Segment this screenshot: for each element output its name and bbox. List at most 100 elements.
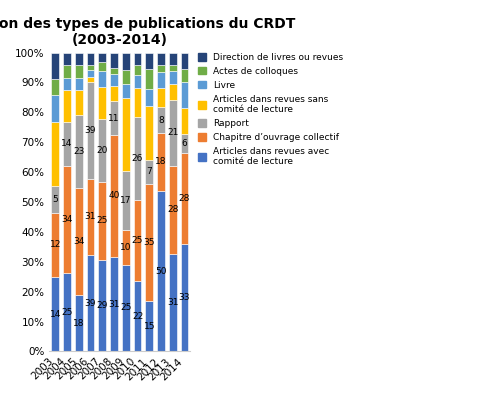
Bar bbox=[122, 52, 130, 70]
Bar bbox=[87, 70, 94, 77]
Text: 22: 22 bbox=[132, 312, 143, 320]
Text: 28: 28 bbox=[179, 194, 190, 203]
Text: 25: 25 bbox=[120, 303, 132, 312]
Bar bbox=[87, 179, 94, 255]
Bar bbox=[146, 160, 153, 183]
Bar bbox=[169, 84, 176, 100]
Bar bbox=[169, 166, 176, 254]
Bar bbox=[134, 88, 141, 117]
Text: 31: 31 bbox=[85, 212, 96, 221]
Text: 39: 39 bbox=[85, 299, 96, 308]
Bar bbox=[63, 166, 71, 273]
Bar bbox=[51, 122, 59, 186]
Bar bbox=[110, 135, 118, 257]
Bar bbox=[134, 200, 141, 281]
Bar bbox=[122, 98, 130, 171]
Bar bbox=[169, 65, 176, 71]
Bar bbox=[157, 72, 165, 88]
Bar bbox=[51, 277, 59, 351]
Bar bbox=[75, 90, 83, 116]
Bar bbox=[75, 295, 83, 351]
Bar bbox=[98, 181, 106, 260]
Bar bbox=[110, 86, 118, 101]
Bar bbox=[87, 255, 94, 351]
Text: 31: 31 bbox=[108, 300, 120, 308]
Text: 10: 10 bbox=[120, 243, 132, 252]
Bar bbox=[157, 88, 165, 107]
Bar bbox=[51, 52, 59, 79]
Bar bbox=[98, 260, 106, 351]
Bar bbox=[134, 117, 141, 200]
Bar bbox=[134, 281, 141, 351]
Bar bbox=[180, 134, 188, 153]
Text: 5: 5 bbox=[52, 195, 58, 204]
Bar bbox=[87, 82, 94, 179]
Bar bbox=[98, 119, 106, 181]
Bar bbox=[157, 107, 165, 133]
Bar bbox=[180, 153, 188, 244]
Bar bbox=[51, 79, 59, 95]
Bar bbox=[122, 230, 130, 264]
Bar bbox=[134, 75, 141, 88]
Bar bbox=[63, 273, 71, 351]
Bar bbox=[146, 106, 153, 160]
Bar bbox=[122, 264, 130, 351]
Text: 33: 33 bbox=[179, 293, 190, 302]
Text: 6: 6 bbox=[181, 139, 187, 148]
Text: 25: 25 bbox=[61, 308, 73, 316]
Text: 8: 8 bbox=[158, 116, 164, 125]
Bar bbox=[146, 52, 153, 69]
Bar bbox=[134, 52, 141, 66]
Bar bbox=[110, 257, 118, 351]
Title: Évolution des types de publications du CRDT
(2003-2014): Évolution des types de publications du C… bbox=[0, 15, 295, 47]
Bar bbox=[98, 87, 106, 119]
Text: 28: 28 bbox=[167, 205, 178, 214]
Text: 40: 40 bbox=[108, 191, 119, 200]
Bar bbox=[98, 71, 106, 87]
Text: 20: 20 bbox=[97, 146, 108, 154]
Bar bbox=[63, 90, 71, 122]
Text: 34: 34 bbox=[73, 237, 85, 246]
Bar bbox=[169, 100, 176, 166]
Bar bbox=[63, 122, 71, 166]
Bar bbox=[157, 133, 165, 191]
Text: 18: 18 bbox=[155, 157, 167, 166]
Bar bbox=[180, 52, 188, 69]
Text: 15: 15 bbox=[144, 322, 155, 331]
Text: 23: 23 bbox=[73, 147, 85, 156]
Bar bbox=[122, 84, 130, 98]
Text: 50: 50 bbox=[155, 266, 167, 276]
Bar bbox=[146, 301, 153, 351]
Text: 21: 21 bbox=[167, 128, 178, 137]
Text: 35: 35 bbox=[144, 238, 155, 247]
Text: 29: 29 bbox=[97, 301, 108, 310]
Text: 34: 34 bbox=[61, 215, 73, 224]
Bar bbox=[157, 66, 165, 72]
Text: 17: 17 bbox=[120, 196, 132, 205]
Bar bbox=[110, 74, 118, 86]
Bar bbox=[110, 52, 118, 68]
Bar bbox=[122, 70, 130, 84]
Bar bbox=[75, 116, 83, 188]
Bar bbox=[98, 62, 106, 71]
Legend: Direction de livres ou revues, Actes de colloques, Livre, Articles dans revues s: Direction de livres ou revues, Actes de … bbox=[196, 51, 345, 168]
Bar bbox=[146, 89, 153, 106]
Bar bbox=[87, 65, 94, 70]
Bar bbox=[180, 69, 188, 82]
Bar bbox=[134, 66, 141, 75]
Bar bbox=[87, 52, 94, 65]
Text: 26: 26 bbox=[132, 154, 143, 163]
Bar bbox=[75, 78, 83, 90]
Bar bbox=[75, 52, 83, 65]
Bar bbox=[63, 52, 71, 65]
Bar bbox=[169, 52, 176, 65]
Bar bbox=[180, 244, 188, 351]
Bar bbox=[51, 95, 59, 122]
Text: 18: 18 bbox=[73, 319, 85, 328]
Bar bbox=[98, 52, 106, 62]
Bar bbox=[146, 183, 153, 301]
Text: 25: 25 bbox=[97, 216, 108, 225]
Text: 14: 14 bbox=[61, 139, 73, 148]
Bar bbox=[51, 213, 59, 277]
Bar bbox=[110, 101, 118, 135]
